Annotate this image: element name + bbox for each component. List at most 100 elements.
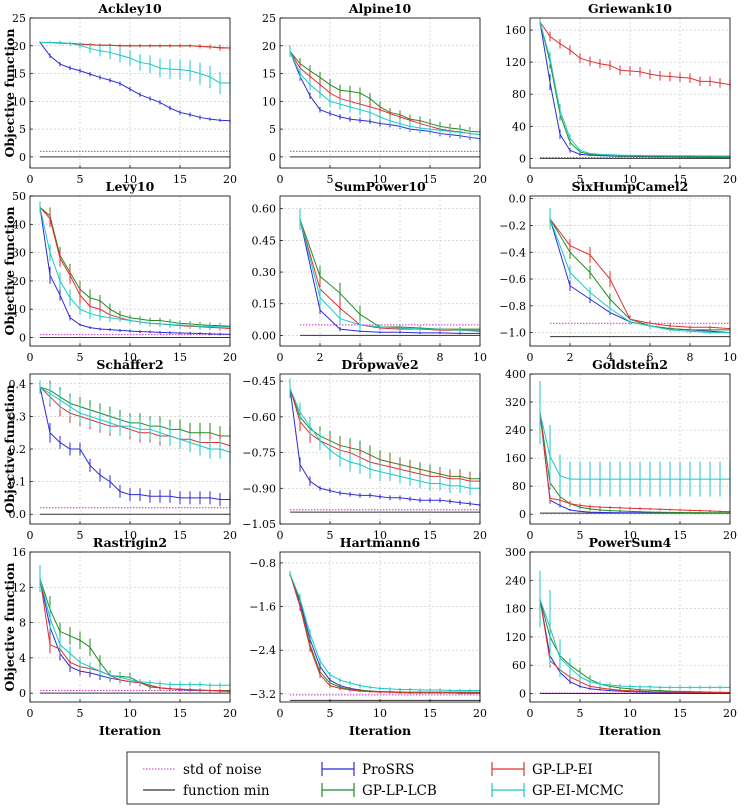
x-tick-label: 15 [423, 173, 437, 186]
x-tick-label: 15 [673, 707, 687, 720]
series-line-gp-ei-mcmc [289, 388, 480, 489]
series-line-gp-lp-lcb [39, 206, 231, 327]
series-line-gp-ei-mcmc [289, 573, 480, 692]
x-tick-label: 5 [77, 529, 84, 542]
x-tick-label: 15 [673, 529, 687, 542]
series-gp-lp-ei [299, 208, 481, 334]
y-tick-label: −1.05 [242, 518, 276, 531]
y-tick-label: 0.00 [252, 329, 277, 342]
x-tick-label: 6 [647, 351, 654, 364]
series-line-gp-ei-mcmc [39, 207, 231, 328]
series-line-gp-lp-ei [39, 206, 231, 329]
x-tick-label: 15 [673, 173, 687, 186]
panel-title: Goldstein2 [592, 357, 668, 372]
x-tick-label: 5 [577, 707, 584, 720]
y-tick-label: 300 [505, 546, 526, 559]
series-line-gp-lp-ei [39, 386, 231, 447]
x-tick-label: 10 [623, 707, 637, 720]
x-tick-label: 0 [527, 351, 534, 364]
x-tick-label: 20 [473, 529, 487, 542]
y-tick-label: 12 [12, 581, 26, 594]
y-tick-label: −3.2 [249, 688, 276, 701]
series-line-prosrs [289, 388, 481, 506]
x-tick-label: 5 [77, 351, 84, 364]
series-line-gp-lp-lcb [39, 578, 230, 692]
series-line-gp-ei-mcmc [39, 578, 230, 686]
y-tick-label: 40 [12, 218, 26, 231]
y-tick-label: 0 [19, 332, 26, 345]
x-tick-label: 20 [223, 529, 237, 542]
y-tick-label: 25 [12, 12, 26, 25]
series-line-gp-ei-mcmc [299, 219, 480, 331]
x-tick-label: 8 [437, 351, 444, 364]
series-line-gp-lp-lcb [299, 219, 480, 330]
y-tick-label: 0 [19, 151, 26, 164]
x-tick-label: 10 [373, 529, 387, 542]
series-gp-lp-lcb [39, 565, 231, 693]
panel-ackley10: 0 5 10 15 20 0 5 10 15 20 25 Ackley10 Objective func… [2, 1, 237, 186]
y-tick-label: 5 [269, 123, 276, 136]
series-line-gp-lp-ei [289, 573, 480, 694]
y-tick-label: 10 [12, 95, 26, 108]
y-tick-label: 0.2 [9, 443, 27, 456]
series-line-gp-lp-ei [39, 578, 231, 692]
series-line-gp-ei-mcmc [549, 218, 730, 334]
series-gp-lp-ei [289, 45, 481, 140]
legend-label: GP-EI-MCMC [532, 783, 624, 799]
x-tick-label: 0 [27, 173, 34, 186]
x-tick-label: 20 [473, 707, 487, 720]
legend-item-gp-lp-lcb: GP-LP-LCB [321, 783, 437, 799]
y-tick-label: 0.0 [9, 508, 27, 521]
series-gp-ei-mcmc [39, 201, 231, 330]
series-gp-lp-ei [539, 585, 731, 694]
series-gp-lp-ei [39, 380, 231, 456]
panel-sixhumpcamel2: 0 2 4 6 8 10 −1.0 −0.8 −0.6 −0.4 −0.2 0.0 SixHumpCam… [499, 179, 737, 364]
series-line-prosrs [289, 573, 480, 694]
series-gp-ei-mcmc [289, 45, 481, 140]
series-line-prosrs [39, 386, 230, 501]
panel-dropwave2: 0 5 10 15 20 −1.05 −0.90 −0.75 −0.60 −0.45 Dropwav… [242, 357, 487, 542]
series-gp-lp-ei [289, 571, 481, 694]
y-tick-label: 80 [512, 88, 526, 101]
x-tick-label: 0 [277, 529, 284, 542]
x-tick-label: 0 [277, 707, 284, 720]
y-tick-label: 20 [12, 275, 26, 288]
x-tick-label: 0 [527, 529, 534, 542]
x-tick-label: 20 [223, 707, 237, 720]
y-tick-label: 0 [19, 687, 26, 700]
x-tick-label: 0 [27, 529, 34, 542]
y-tick-label: 20 [12, 40, 26, 53]
series-prosrs [289, 378, 481, 508]
x-tick-label: 5 [77, 173, 84, 186]
plot-frame [279, 551, 481, 703]
y-tick-label: −0.2 [499, 219, 526, 232]
legend: std of noise ProSRS GP-LP-EI function min GP… [126, 751, 660, 805]
y-tick-label: 180 [505, 603, 526, 616]
y-tick-label: −1.0 [499, 327, 526, 340]
series-line-gp-lp-lcb [539, 599, 731, 693]
x-tick-label: 4 [357, 351, 364, 364]
series-line-gp-lp-lcb [289, 573, 480, 693]
x-tick-label: 6 [397, 351, 404, 364]
x-tick-label: 15 [423, 529, 437, 542]
y-tick-label: −0.90 [242, 482, 276, 495]
series-line-gp-lp-lcb [39, 386, 230, 437]
x-tick-label: 5 [327, 173, 334, 186]
panel-title: Griewank10 [588, 1, 672, 16]
series-gp-ei-mcmc [539, 18, 731, 157]
x-tick-label: 2 [317, 351, 324, 364]
legend-item-function-min: function min [143, 783, 270, 799]
series-gp-lp-lcb [289, 45, 481, 137]
y-tick-label: 120 [505, 631, 526, 644]
series-prosrs [39, 41, 231, 123]
series-gp-lp-lcb [289, 378, 481, 486]
x-tick-label: 10 [723, 351, 737, 364]
series-prosrs [549, 208, 731, 334]
y-tick-label: 400 [505, 368, 526, 381]
series-gp-ei-mcmc [39, 565, 231, 688]
y-tick-label: 0.30 [252, 266, 277, 279]
x-tick-label: 2 [567, 351, 574, 364]
y-tick-label: 15 [262, 68, 276, 81]
y-tick-label: 10 [12, 303, 26, 316]
